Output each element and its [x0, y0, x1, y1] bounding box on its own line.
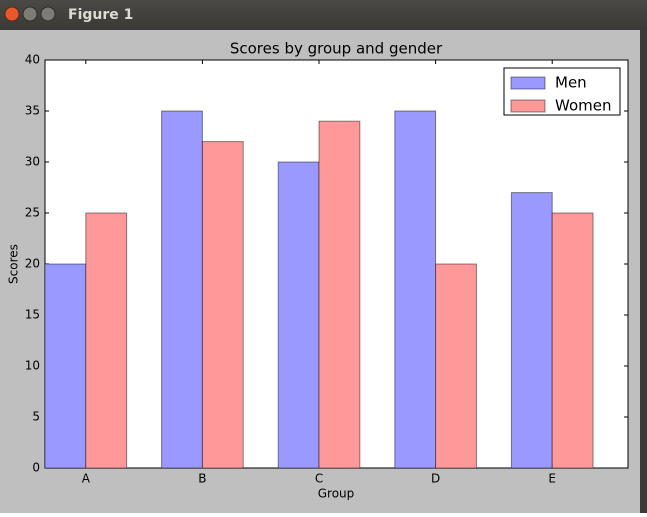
x-tick-label: A	[82, 472, 91, 486]
bar	[277, 161, 320, 469]
x-tick-label: C	[315, 472, 323, 486]
bar	[44, 263, 87, 469]
y-tick-label: 20	[25, 257, 40, 271]
y-tick-label: 5	[32, 410, 40, 424]
x-axis-label: Group	[318, 487, 355, 501]
y-tick-label: 30	[25, 155, 40, 169]
y-tick-label: 35	[25, 104, 40, 118]
bar	[161, 110, 203, 469]
legend-label: Women	[555, 97, 611, 115]
x-tick-label: E	[548, 472, 556, 486]
legend-swatch	[510, 99, 546, 113]
y-tick-label: 25	[25, 206, 40, 220]
chart-title: Scores by group and gender	[230, 40, 443, 58]
window-title: Figure 1	[68, 7, 133, 23]
bar	[85, 212, 128, 469]
legend-label: Men	[555, 74, 587, 92]
bar	[318, 120, 361, 469]
y-tick-label: 40	[25, 53, 40, 67]
y-axis-label: Scores	[7, 244, 21, 284]
bar	[551, 212, 594, 469]
y-tick-label: 10	[25, 359, 40, 373]
y-tick-label: 0	[32, 461, 40, 475]
x-tick-label: B	[198, 472, 206, 486]
bar	[435, 263, 477, 469]
maximize-button[interactable]	[40, 6, 56, 22]
legend-swatch	[510, 76, 546, 90]
window-border	[640, 30, 647, 513]
bar	[510, 192, 553, 469]
bar	[394, 110, 437, 469]
title-bar	[0, 0, 647, 30]
y-tick-label: 15	[25, 308, 40, 322]
close-button[interactable]	[4, 6, 20, 22]
x-tick-label: D	[431, 472, 440, 486]
minimize-button[interactable]	[22, 6, 38, 22]
bar	[201, 141, 244, 469]
